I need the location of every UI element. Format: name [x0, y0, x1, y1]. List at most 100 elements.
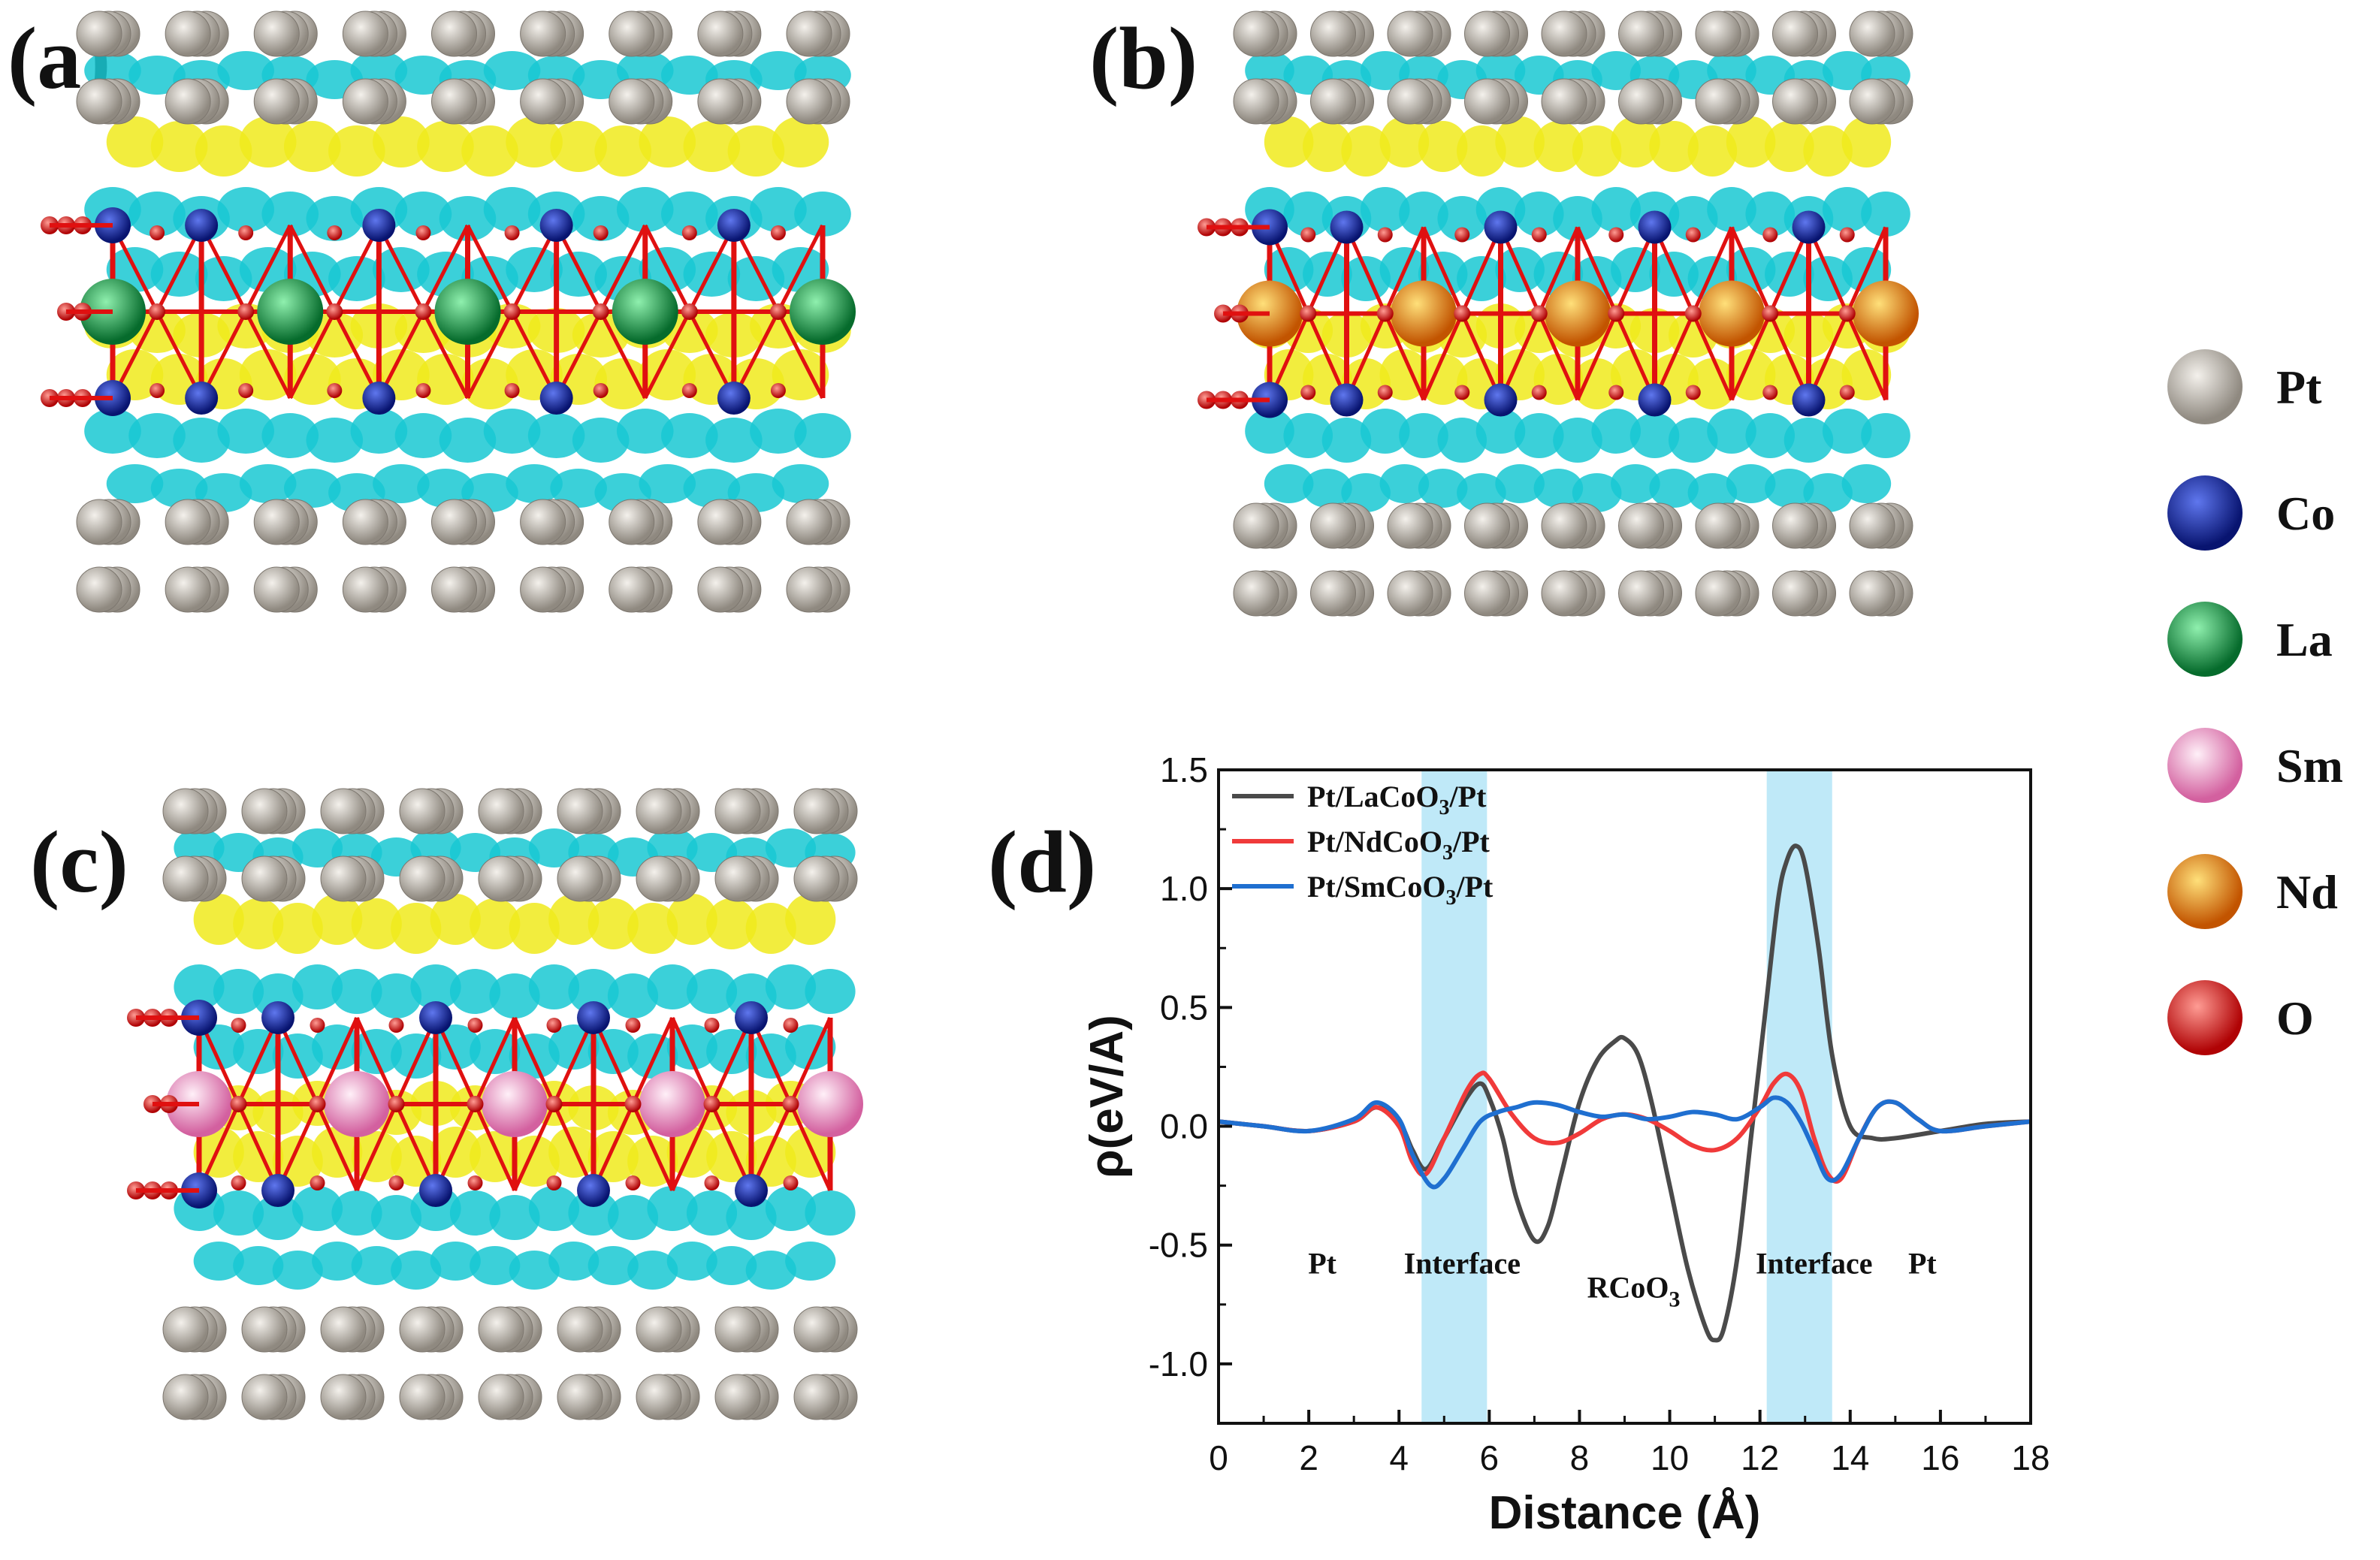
- isosurface-blob: [1591, 187, 1642, 232]
- isosurface-blob: [785, 1242, 836, 1281]
- isosurface-blob: [233, 1246, 284, 1285]
- isosurface-blob: [1745, 413, 1796, 458]
- isosurface-blob: [351, 898, 402, 949]
- x-tick-label: 2: [1299, 1438, 1318, 1477]
- y-axis-ticks: -1.0 -0.5 0.0 0.5 1.0 1.5: [1149, 750, 1232, 1383]
- legend-entry-1: Pt/LaCoO3/Pt: [1307, 780, 1487, 819]
- pt-atom: [162, 855, 209, 902]
- series-line-3: [1218, 1095, 2031, 1190]
- isosurface-blob: [794, 192, 851, 237]
- isosurface-blob: [1822, 51, 1872, 90]
- isosurface-blob: [1341, 473, 1391, 512]
- y-axis-label: ρ(eV/A): [1081, 1015, 1133, 1178]
- isosurface-blob: [1264, 116, 1314, 167]
- isosurface-blob: [616, 409, 674, 454]
- isosurface-blob: [449, 969, 501, 1014]
- isosurface-blob: [370, 1195, 422, 1240]
- co-atom: [1330, 383, 1364, 417]
- isosurface-blob: [647, 964, 698, 1009]
- isosurface-blob: [727, 256, 785, 301]
- pt-atom: [636, 855, 682, 902]
- isosurface-blob: [217, 51, 274, 90]
- legend-atom-sm-swatch: [2167, 728, 2243, 803]
- isosurface-blob: [506, 464, 563, 503]
- legend-atom-co-label: Co: [2276, 487, 2335, 540]
- isosurface-blob: [430, 1242, 481, 1281]
- x-tick-label: 14: [1831, 1438, 1869, 1477]
- pt-atom: [320, 855, 367, 902]
- isosurface-blob: [430, 894, 481, 945]
- isosurface-blob: [193, 894, 244, 945]
- pt-atom: [320, 1306, 367, 1353]
- isosurface-blob: [439, 196, 497, 241]
- co-atom: [261, 1174, 294, 1207]
- isosurface-blob: [1841, 464, 1892, 503]
- o-atom: [1839, 227, 1855, 243]
- isosurface-blob: [1687, 473, 1738, 512]
- y-tick-label: -0.5: [1149, 1226, 1208, 1265]
- isosurface-blob: [1687, 358, 1738, 409]
- region-label: Pt: [1308, 1247, 1336, 1281]
- pt-atom: [162, 1306, 209, 1353]
- pt-atom: [1310, 11, 1356, 57]
- pt-atom: [320, 1374, 367, 1420]
- co-atom: [577, 1001, 610, 1034]
- pt-atom: [520, 78, 566, 125]
- isosurface-blob: [1245, 409, 1294, 454]
- isosurface-blob: [252, 1195, 304, 1240]
- o-atom: [783, 1018, 799, 1033]
- isosurface-blob: [594, 125, 652, 177]
- isosurface-blob: [706, 898, 757, 949]
- o-atom: [231, 1175, 246, 1190]
- pt-atom: [1541, 570, 1587, 617]
- o-atom: [1454, 305, 1471, 322]
- region-labels: Pt Interface RCoO3 Interface Pt: [1308, 1247, 1937, 1312]
- region-label: RCoO3: [1587, 1270, 1681, 1311]
- isosurface-blob: [1629, 413, 1680, 458]
- o-atom: [326, 303, 343, 320]
- x-axis-ticks: 0 2 4 6 8 10 12 14 16 18: [1209, 1410, 2050, 1477]
- o-atom: [1531, 227, 1547, 243]
- o-atom: [1762, 385, 1778, 400]
- isosurface-blob: [1591, 409, 1642, 454]
- pt-atom: [1464, 570, 1510, 617]
- o-atom: [1684, 305, 1702, 322]
- isosurface-blob: [461, 125, 518, 177]
- isosurface-blob: [1514, 413, 1564, 458]
- co-atom: [577, 1174, 610, 1207]
- isosurface-blob: [373, 116, 430, 167]
- isosurface-blob: [627, 1251, 678, 1290]
- isosurface-blob: [306, 196, 364, 241]
- co-atom: [1792, 210, 1826, 244]
- isosurface-blob: [568, 1190, 619, 1236]
- y-tick-label: 1.0: [1160, 869, 1208, 908]
- o-atom: [704, 1175, 720, 1190]
- isosurface-blob: [683, 121, 741, 172]
- pt-atom: [1541, 78, 1587, 125]
- isosurface-blob: [213, 969, 264, 1014]
- isosurface-blob: [750, 409, 807, 454]
- isosurface-blob: [639, 464, 696, 503]
- pt-atom: [520, 566, 566, 613]
- o-atom: [1685, 385, 1701, 400]
- series-line-2: [1218, 1070, 2031, 1184]
- pt-atom: [697, 499, 744, 545]
- isosurface-blob: [174, 964, 225, 1009]
- isosurface-blob: [1418, 469, 1468, 508]
- isosurface-blob: [1765, 469, 1814, 508]
- pt-atom: [253, 11, 300, 57]
- pt-atom: [431, 11, 477, 57]
- o-atom: [1762, 227, 1778, 243]
- pt-atom: [1772, 502, 1818, 549]
- co-atom: [362, 209, 396, 242]
- isosurface-blob: [1379, 116, 1430, 167]
- isosurface-blob: [594, 358, 652, 409]
- co-atom: [362, 382, 396, 415]
- o-atom: [546, 1018, 562, 1033]
- o-atom: [415, 225, 431, 240]
- isosurface-blob: [506, 116, 563, 167]
- isosurface-blob: [1783, 418, 1834, 463]
- co-atom: [419, 1001, 452, 1034]
- isosurface-blob: [666, 1242, 717, 1281]
- isosurface-blob: [509, 1251, 560, 1290]
